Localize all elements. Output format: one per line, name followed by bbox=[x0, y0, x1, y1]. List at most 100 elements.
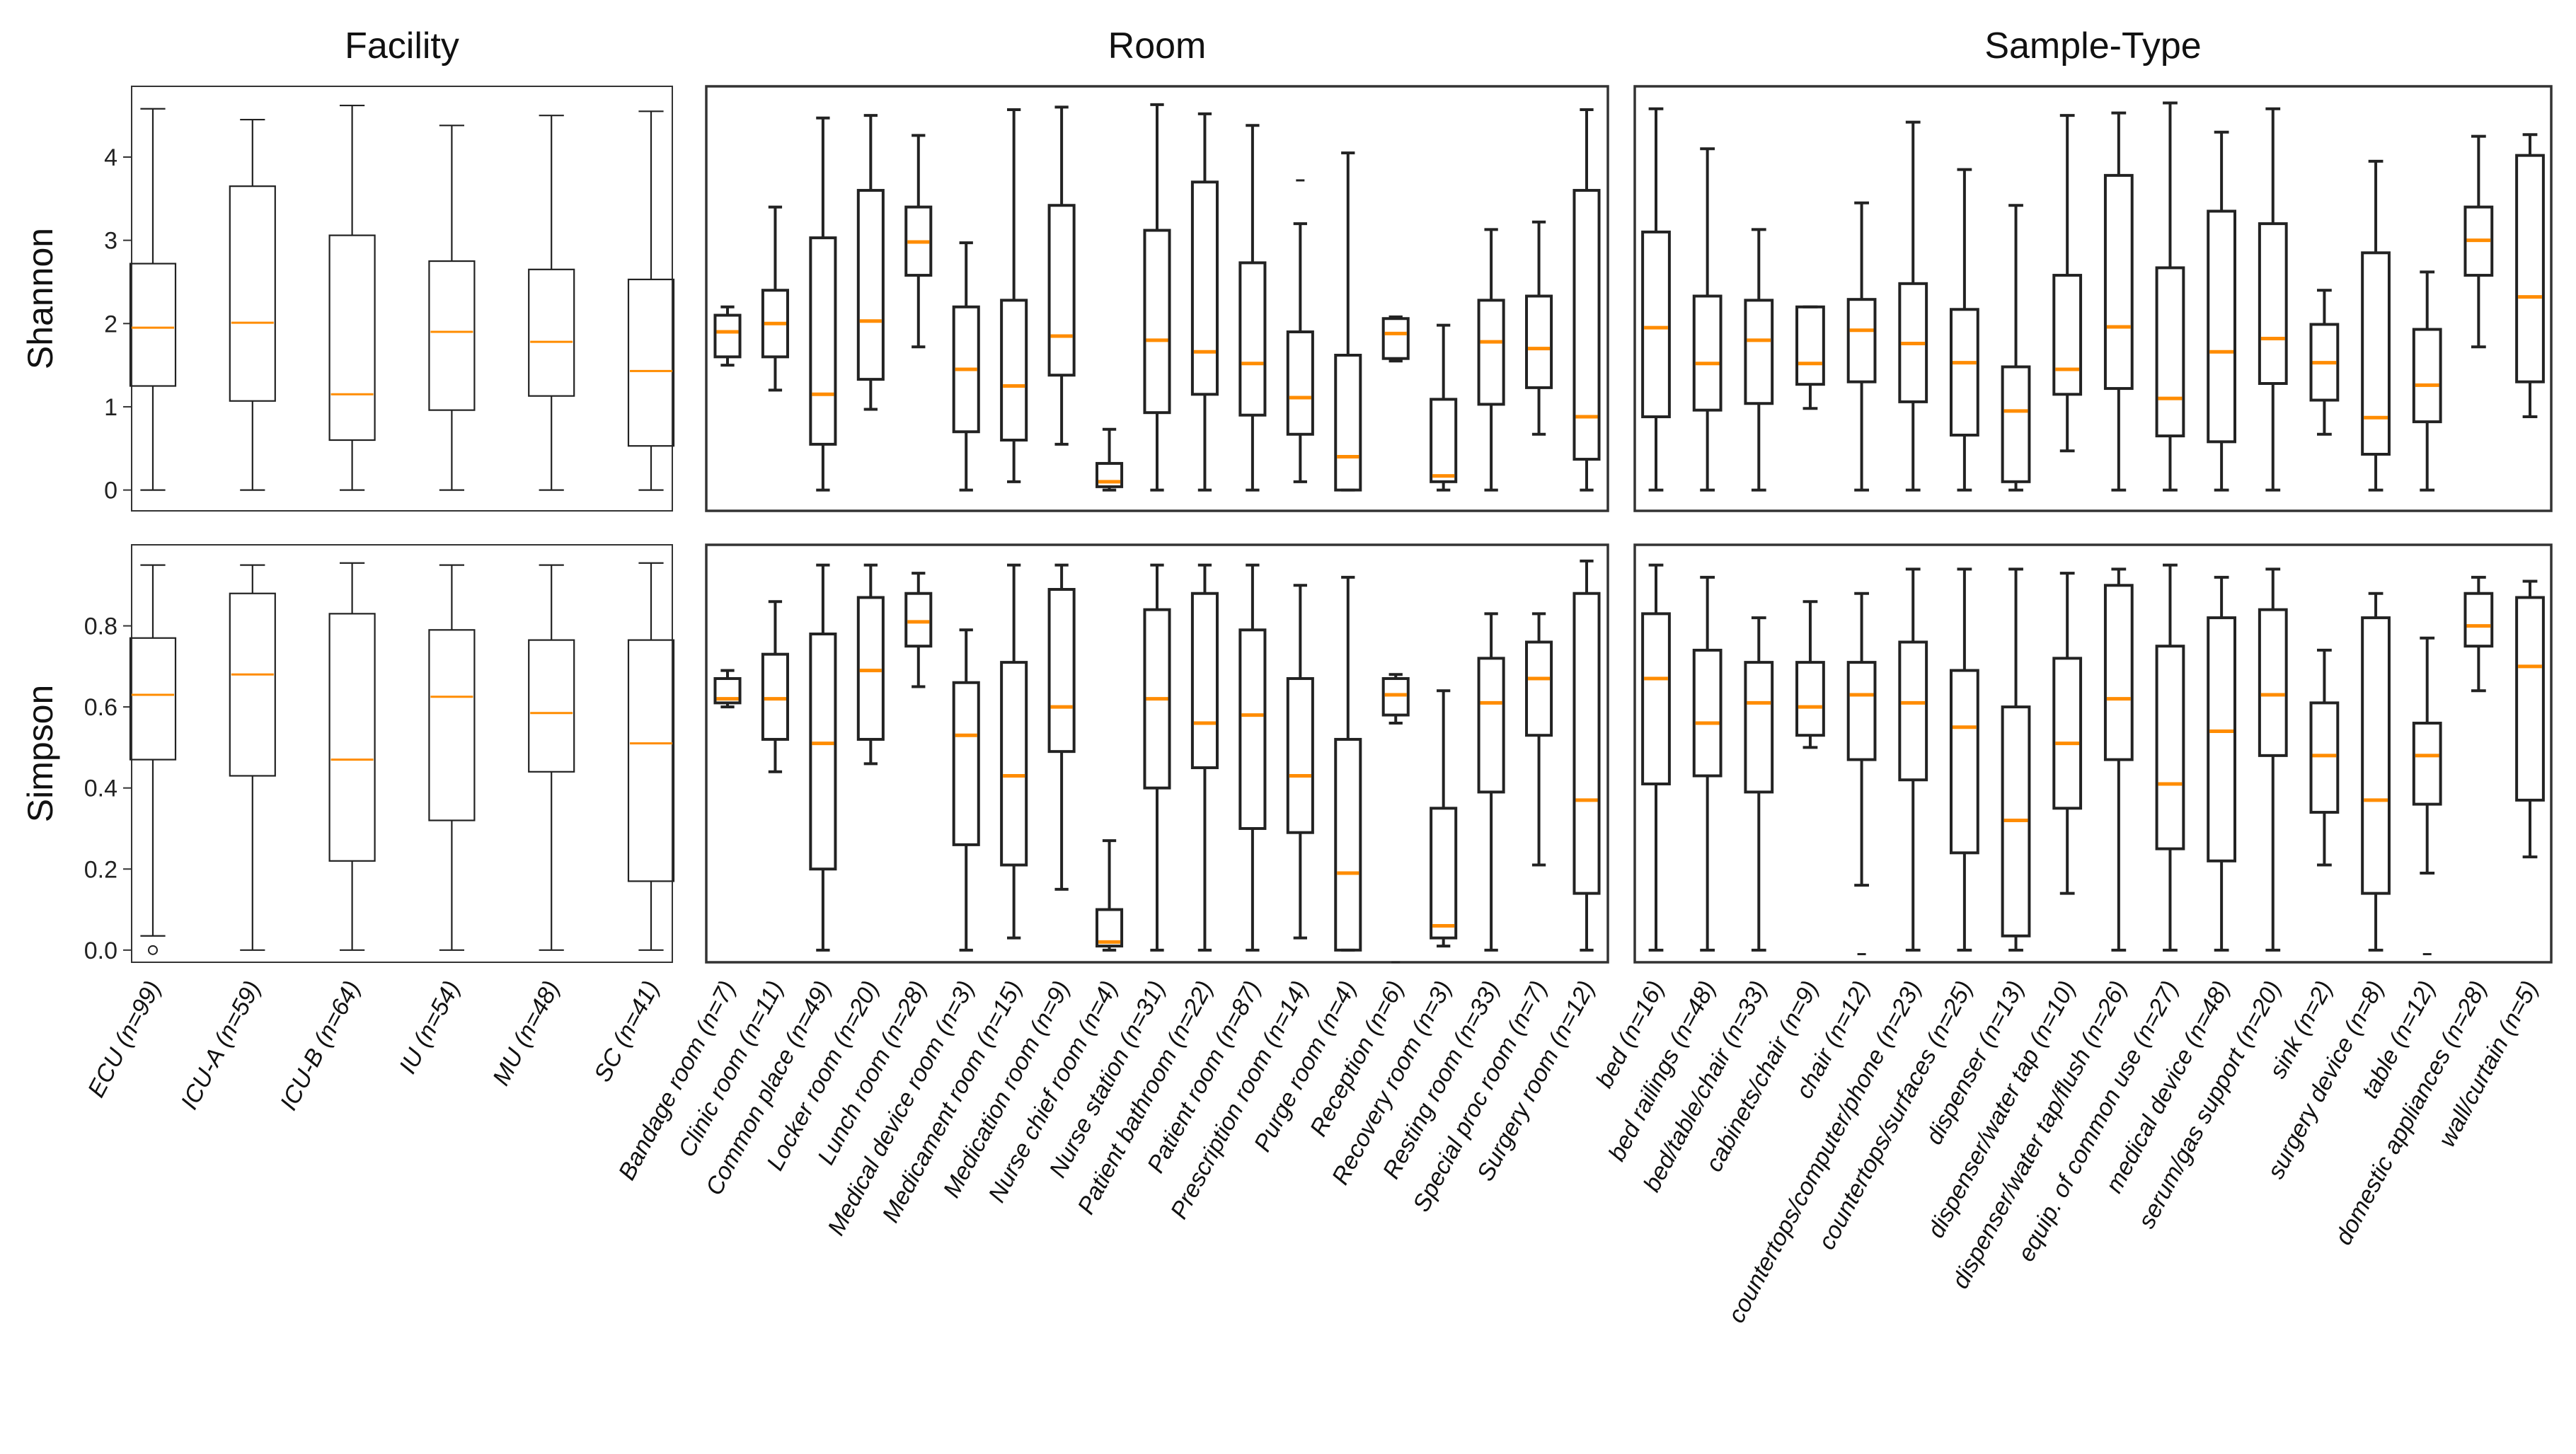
box-iqr bbox=[1525, 294, 1553, 389]
box-shannon-7 bbox=[2001, 204, 2031, 492]
y-tick-label: 0.6 bbox=[84, 694, 117, 721]
box-simpson-1 bbox=[761, 600, 789, 773]
y-tick-label: 4 bbox=[104, 144, 117, 171]
box-iqr bbox=[713, 677, 742, 705]
box-iqr bbox=[761, 652, 789, 741]
box-shannon-12 bbox=[2258, 107, 2288, 492]
box-simpson-10 bbox=[1190, 563, 1219, 952]
box-shannon-5 bbox=[952, 241, 980, 492]
box-iqr bbox=[904, 592, 933, 648]
box-simpson-16 bbox=[2463, 575, 2494, 693]
box-iqr bbox=[1898, 640, 1928, 782]
box-simpson-4 bbox=[528, 564, 575, 951]
box-shannon-0 bbox=[713, 305, 742, 367]
box-simpson-7 bbox=[1047, 563, 1076, 891]
box-iqr bbox=[2412, 722, 2442, 806]
panels-layer: 0 1 2 3 4 0.0 0.2 0.4 0.6 0.8 ECU (n=99) ICU-A (n=5… bbox=[83, 85, 2553, 1327]
box-shannon-6 bbox=[1000, 108, 1028, 483]
box-simpson-1 bbox=[229, 564, 276, 951]
box-iqr bbox=[952, 681, 980, 846]
panel-shannon-1 bbox=[705, 85, 1609, 512]
y-tick-label: 2 bbox=[104, 311, 117, 337]
x-tick-label: ICU-A (n=59) bbox=[176, 976, 265, 1114]
box-iqr bbox=[2103, 584, 2134, 761]
box-shannon-1 bbox=[229, 118, 276, 491]
box-shannon-16 bbox=[1477, 228, 1505, 492]
box-iqr bbox=[2155, 645, 2185, 850]
box-shannon-12 bbox=[1286, 179, 1314, 483]
y-tick-label: 3 bbox=[104, 228, 117, 255]
box-iqr bbox=[1846, 661, 1877, 761]
box-iqr bbox=[528, 268, 575, 397]
box-shannon-15 bbox=[2412, 270, 2442, 492]
box-simpson-6 bbox=[1000, 563, 1028, 940]
box-shannon-5 bbox=[627, 110, 675, 491]
box-iqr bbox=[1477, 657, 1505, 794]
box-iqr bbox=[761, 289, 789, 359]
box-shannon-15 bbox=[1430, 323, 1458, 492]
box-iqr bbox=[1190, 592, 1219, 770]
box-iqr bbox=[856, 189, 885, 381]
box-iqr bbox=[428, 260, 476, 411]
column-title-sample-type: Sample-Type bbox=[1984, 25, 2201, 67]
box-iqr bbox=[2309, 701, 2340, 814]
box-shannon-3 bbox=[1795, 305, 1825, 410]
box-shannon-7 bbox=[1047, 105, 1076, 446]
box-shannon-2 bbox=[328, 104, 376, 491]
panel-frame bbox=[705, 543, 1609, 964]
box-shannon-11 bbox=[2207, 130, 2237, 492]
panel-frame bbox=[1633, 543, 2553, 964]
box-iqr bbox=[627, 639, 675, 882]
box-iqr bbox=[1190, 180, 1219, 396]
box-shannon-3 bbox=[428, 125, 476, 491]
box-iqr bbox=[2103, 173, 2134, 391]
box-shannon-8 bbox=[1096, 427, 1124, 492]
box-iqr bbox=[2463, 592, 2494, 648]
box-simpson-2 bbox=[1744, 616, 1774, 952]
box-iqr bbox=[1641, 612, 1671, 785]
box-iqr bbox=[1000, 661, 1028, 867]
box-simpson-5 bbox=[952, 628, 980, 952]
box-iqr bbox=[1949, 308, 1979, 437]
box-iqr bbox=[1143, 229, 1171, 415]
box-simpson-2 bbox=[328, 562, 376, 951]
box-iqr bbox=[2258, 222, 2288, 385]
box-shannon-17 bbox=[2515, 133, 2545, 419]
panel-frame bbox=[131, 86, 673, 512]
box-shannon-4 bbox=[904, 134, 933, 349]
y-tick-label: 0 bbox=[104, 478, 117, 504]
panel-shannon-0: 0 1 2 3 4 bbox=[104, 86, 675, 512]
box-simpson-4 bbox=[1846, 592, 1877, 956]
box-shannon-0 bbox=[1641, 107, 1671, 492]
box-shannon-2 bbox=[1744, 228, 1774, 492]
box-simpson-11 bbox=[2207, 575, 2237, 952]
panel-frame bbox=[131, 544, 673, 963]
panel-simpson-2: bed (n=16)bed railings (n=48)bed/table/c… bbox=[1591, 543, 2553, 1327]
panel-simpson-1: Bandage room (n=7)Clinic room (n=11)Comm… bbox=[614, 543, 1609, 1240]
box-iqr bbox=[1692, 294, 1723, 412]
panel-frame bbox=[705, 85, 1609, 512]
outlier-point bbox=[148, 945, 158, 955]
x-tick-label: ECU (n=99) bbox=[83, 976, 166, 1102]
box-simpson-12 bbox=[2258, 567, 2288, 952]
box-iqr bbox=[1477, 299, 1505, 406]
y-tick-label: 0.4 bbox=[84, 775, 117, 802]
box-simpson-4 bbox=[904, 572, 933, 688]
box-iqr bbox=[1572, 592, 1601, 895]
box-shannon-16 bbox=[2463, 134, 2494, 349]
box-iqr bbox=[1096, 908, 1124, 948]
box-simpson-10 bbox=[2155, 563, 2185, 952]
panel-shannon-2 bbox=[1633, 85, 2553, 512]
box-iqr bbox=[528, 639, 575, 773]
box-iqr bbox=[2001, 365, 2031, 483]
box-shannon-11 bbox=[1238, 124, 1267, 492]
box-simpson-13 bbox=[1334, 575, 1362, 952]
box-shannon-3 bbox=[856, 114, 885, 411]
box-simpson-13 bbox=[2309, 648, 2340, 867]
box-iqr bbox=[1238, 628, 1267, 830]
box-iqr bbox=[129, 637, 177, 761]
box-shannon-8 bbox=[2052, 114, 2083, 453]
x-tick-label: ICU-B (n=64) bbox=[275, 976, 366, 1115]
box-iqr bbox=[1692, 648, 1723, 778]
